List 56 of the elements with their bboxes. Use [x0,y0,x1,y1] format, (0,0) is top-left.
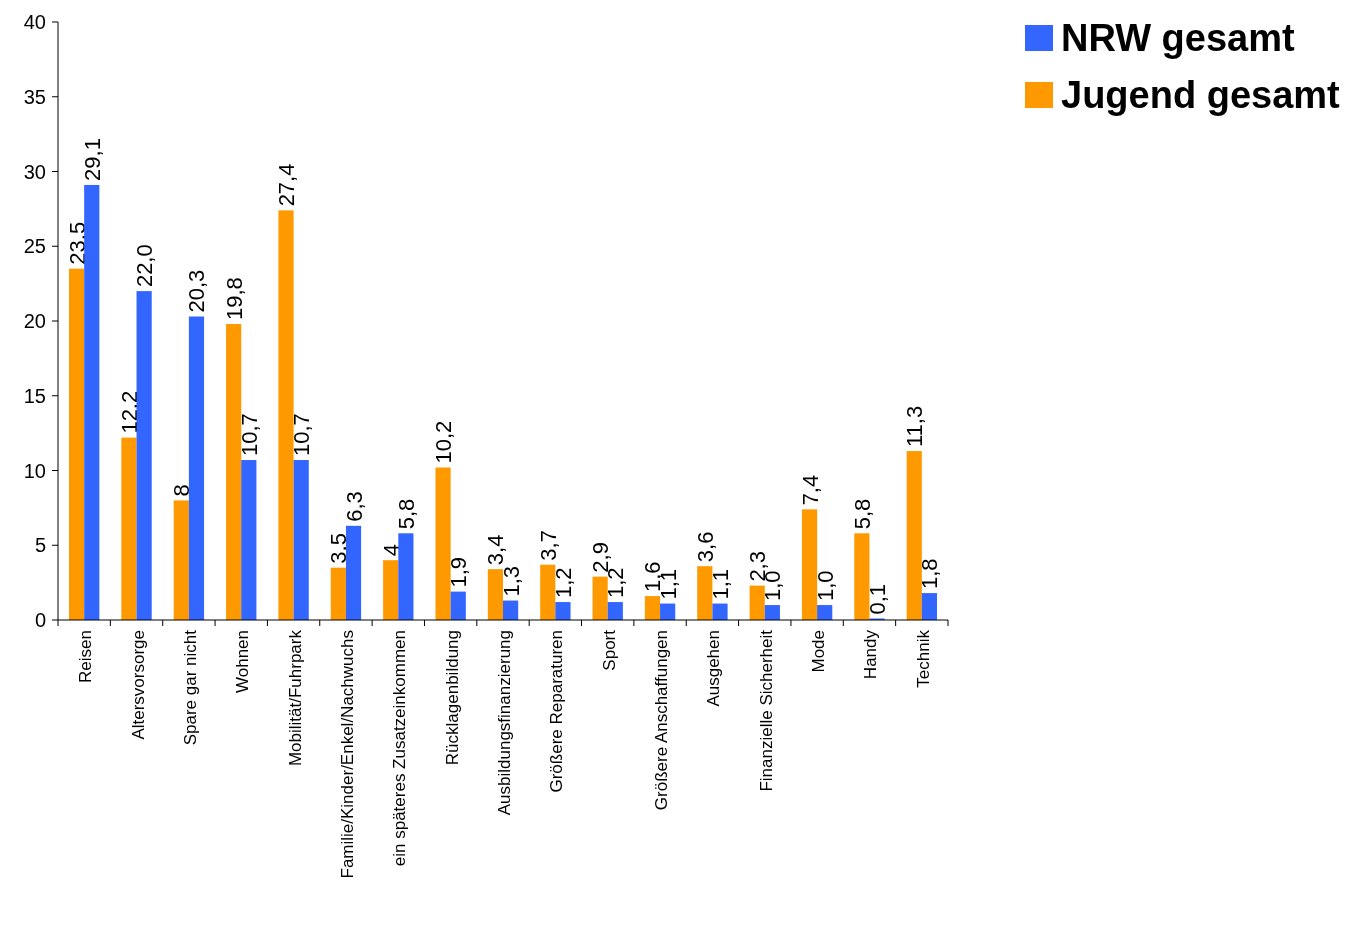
data-label: 3,7 [535,530,561,561]
data-label: 22,0 [132,244,158,288]
data-label: 12,2 [116,390,142,434]
data-label: 10,2 [431,420,457,464]
y-tick-label: 25 [23,235,46,258]
y-tick-label: 35 [23,85,46,108]
data-label: 6,3 [341,491,367,522]
x-tick-label: Rücklagenbildung [442,630,462,766]
y-tick-label: 5 [34,534,46,557]
y-tick-label: 30 [23,160,46,183]
data-label: 4 [378,543,404,557]
x-tick-label: Finanzielle Sicherheit [756,629,776,792]
data-label: 19,8 [221,277,247,320]
legend-label: NRW gesamt [1061,17,1296,60]
y-tick-label: 10 [23,459,46,482]
data-label: 0,1 [865,583,891,615]
x-tick-label: Ausgehen [704,630,724,707]
data-label: 1,2 [550,567,576,599]
x-tick-label: Familie/Kinder/Enkel/Nachwuchs [337,630,357,879]
x-tick-label: Altersvorsorge [128,630,148,740]
data-label: 20,3 [184,269,210,313]
x-tick-label: Spare gar nicht [180,629,200,746]
x-tick-label: Reisen [76,630,96,683]
data-label: 10,7 [289,413,315,457]
x-tick-label: Handy [861,629,881,680]
x-tick-label: Wohnen [233,630,253,694]
legend-label: Jugend gesamt [1061,74,1341,117]
data-label: 3,4 [483,534,509,566]
x-tick-label: Mode [809,630,829,673]
y-tick-label: 0 [34,609,46,631]
x-tick-label: Größere Anschaffungen [652,630,672,811]
data-label: 3,6 [692,531,718,563]
data-label: 1,1 [708,568,733,600]
data-label: 1,8 [917,558,943,590]
data-label: 11,3 [902,405,928,448]
data-label: 1,0 [812,570,838,602]
data-label: 27,4 [274,163,299,207]
data-label: 5,8 [393,498,419,530]
y-tick-label: 15 [23,384,46,407]
x-tick-label: Technik [913,629,933,688]
data-label: 3,5 [326,533,352,564]
x-tick-label: Ausbildungsfinanzierung [495,630,514,816]
data-label: 10,7 [236,413,262,457]
x-tick-label: Sport [599,629,619,671]
data-label: 29,1 [79,138,105,181]
x-tick-label: Größere Reparaturen [547,630,567,793]
data-label: 7,4 [797,474,823,506]
x-tick-label: ein späteres Zusatzeinkommen [390,630,410,867]
x-tick-label: Mobilität/Fuhrpark [285,629,305,767]
data-label: 23,5 [64,221,90,265]
data-label: 8 [169,484,195,497]
data-label: 5,8 [849,498,875,530]
y-tick-label: 20 [23,310,46,332]
y-tick-label: 40 [23,11,46,33]
data-label: 1,3 [498,565,524,597]
data-label: 1,9 [446,557,472,588]
